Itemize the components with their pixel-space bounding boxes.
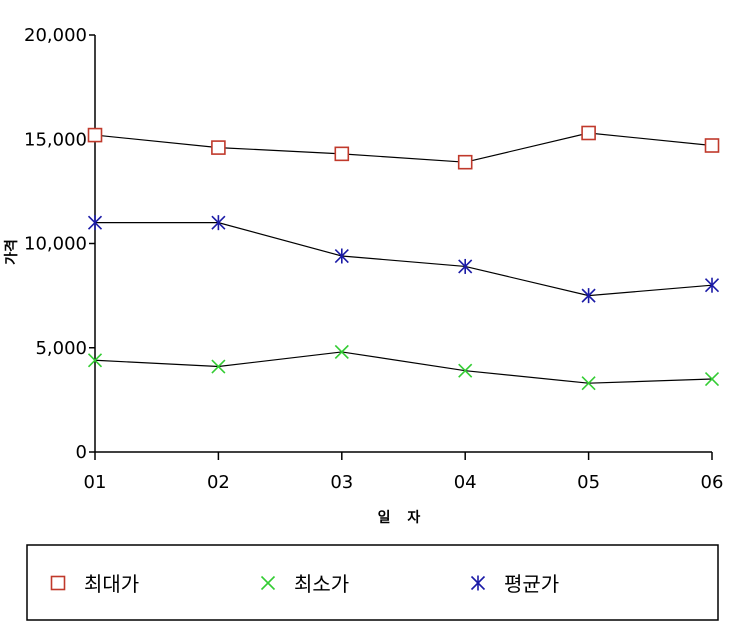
series-1-point [704,138,720,153]
series-line-2 [94,351,713,384]
legend-label-1: 최대가 [84,572,139,596]
series-2-point [87,353,103,368]
legend-label-3: 평균가 [504,572,559,596]
x-tick-label: 01 [84,472,107,493]
x-tick-label: 05 [577,472,600,493]
series-2-point [704,371,720,387]
series-1-point [334,146,350,162]
x-tick-label: 04 [454,472,477,493]
series-line-3 [95,222,713,297]
series-3-point [87,215,103,231]
y-tick-label: 20,000 [24,25,87,46]
y-tick-label: 10,000 [24,234,87,255]
series-3-point [458,258,473,274]
series-1-point [457,154,473,170]
series-1-point [211,140,226,155]
series-3-point [211,215,226,231]
series-line-1 [94,132,713,163]
series-3-point [334,248,349,264]
series-1-point [87,127,103,143]
legend-marker-3 [470,575,486,591]
y-tick-label: 15,000 [24,129,87,150]
series-2-point [334,344,349,359]
y-tick-label: 0 [76,442,87,463]
series-layer [87,125,720,391]
series-2-point [581,376,596,391]
legend-marker-1 [50,575,66,591]
y-axis-title: 가격 [3,239,20,265]
series-3-point [581,288,596,304]
series-1-point [581,125,596,141]
legend-marker-2 [260,575,276,591]
axes: 0 5,000 10,000 15,000 20,000 01 02 03 04 05 06 [24,25,723,493]
series-3-point [704,277,720,293]
series-2-point [211,359,226,374]
series-2-point [458,363,473,378]
x-axis-title: 일 자 [378,510,427,526]
x-tick-label: 06 [701,472,724,493]
legend: 최대가 최소가 평균가 [50,572,559,596]
legend-label-2: 최소가 [294,572,349,596]
legend-box [26,544,719,621]
y-tick-label: 5,000 [35,338,87,359]
x-tick-label: 03 [330,472,353,493]
x-tick-label: 02 [207,472,230,493]
